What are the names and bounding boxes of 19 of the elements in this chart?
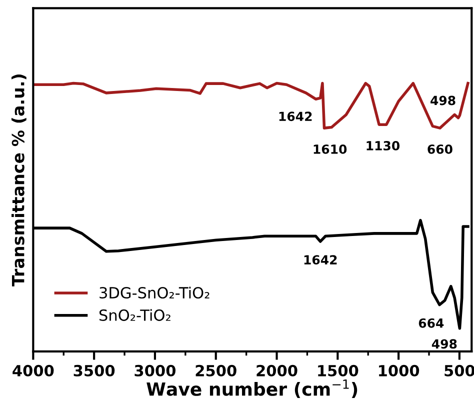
annotation: 1642 bbox=[304, 255, 337, 265]
x-tick-label: 4000 bbox=[12, 364, 54, 376]
annotation: 660 bbox=[428, 144, 452, 154]
annotation: 664 bbox=[418, 318, 444, 328]
legend-label: 3DG-SnO₂-TiO₂ bbox=[100, 286, 210, 299]
x-axis-title: Wave number (cm$^{−1}$) bbox=[146, 380, 358, 398]
x-tick-label: 1000 bbox=[379, 364, 420, 376]
annotation: 498 bbox=[432, 339, 457, 349]
x-tick-label: 1500 bbox=[318, 364, 358, 376]
x-tick-label: 3500 bbox=[74, 364, 115, 376]
annotation: 498 bbox=[430, 96, 456, 106]
annotation: 1642 bbox=[279, 112, 312, 122]
y-axis-title: Transmittance % (a.u.) bbox=[11, 74, 26, 286]
legend-label: SnO₂-TiO₂ bbox=[99, 309, 170, 321]
annotation: 1610 bbox=[314, 144, 347, 154]
annotation: 1130 bbox=[366, 140, 400, 150]
x-tick-label: 2000 bbox=[256, 364, 298, 376]
x-tick-label: 3000 bbox=[134, 364, 176, 376]
x-tick-label: 2500 bbox=[196, 364, 236, 376]
